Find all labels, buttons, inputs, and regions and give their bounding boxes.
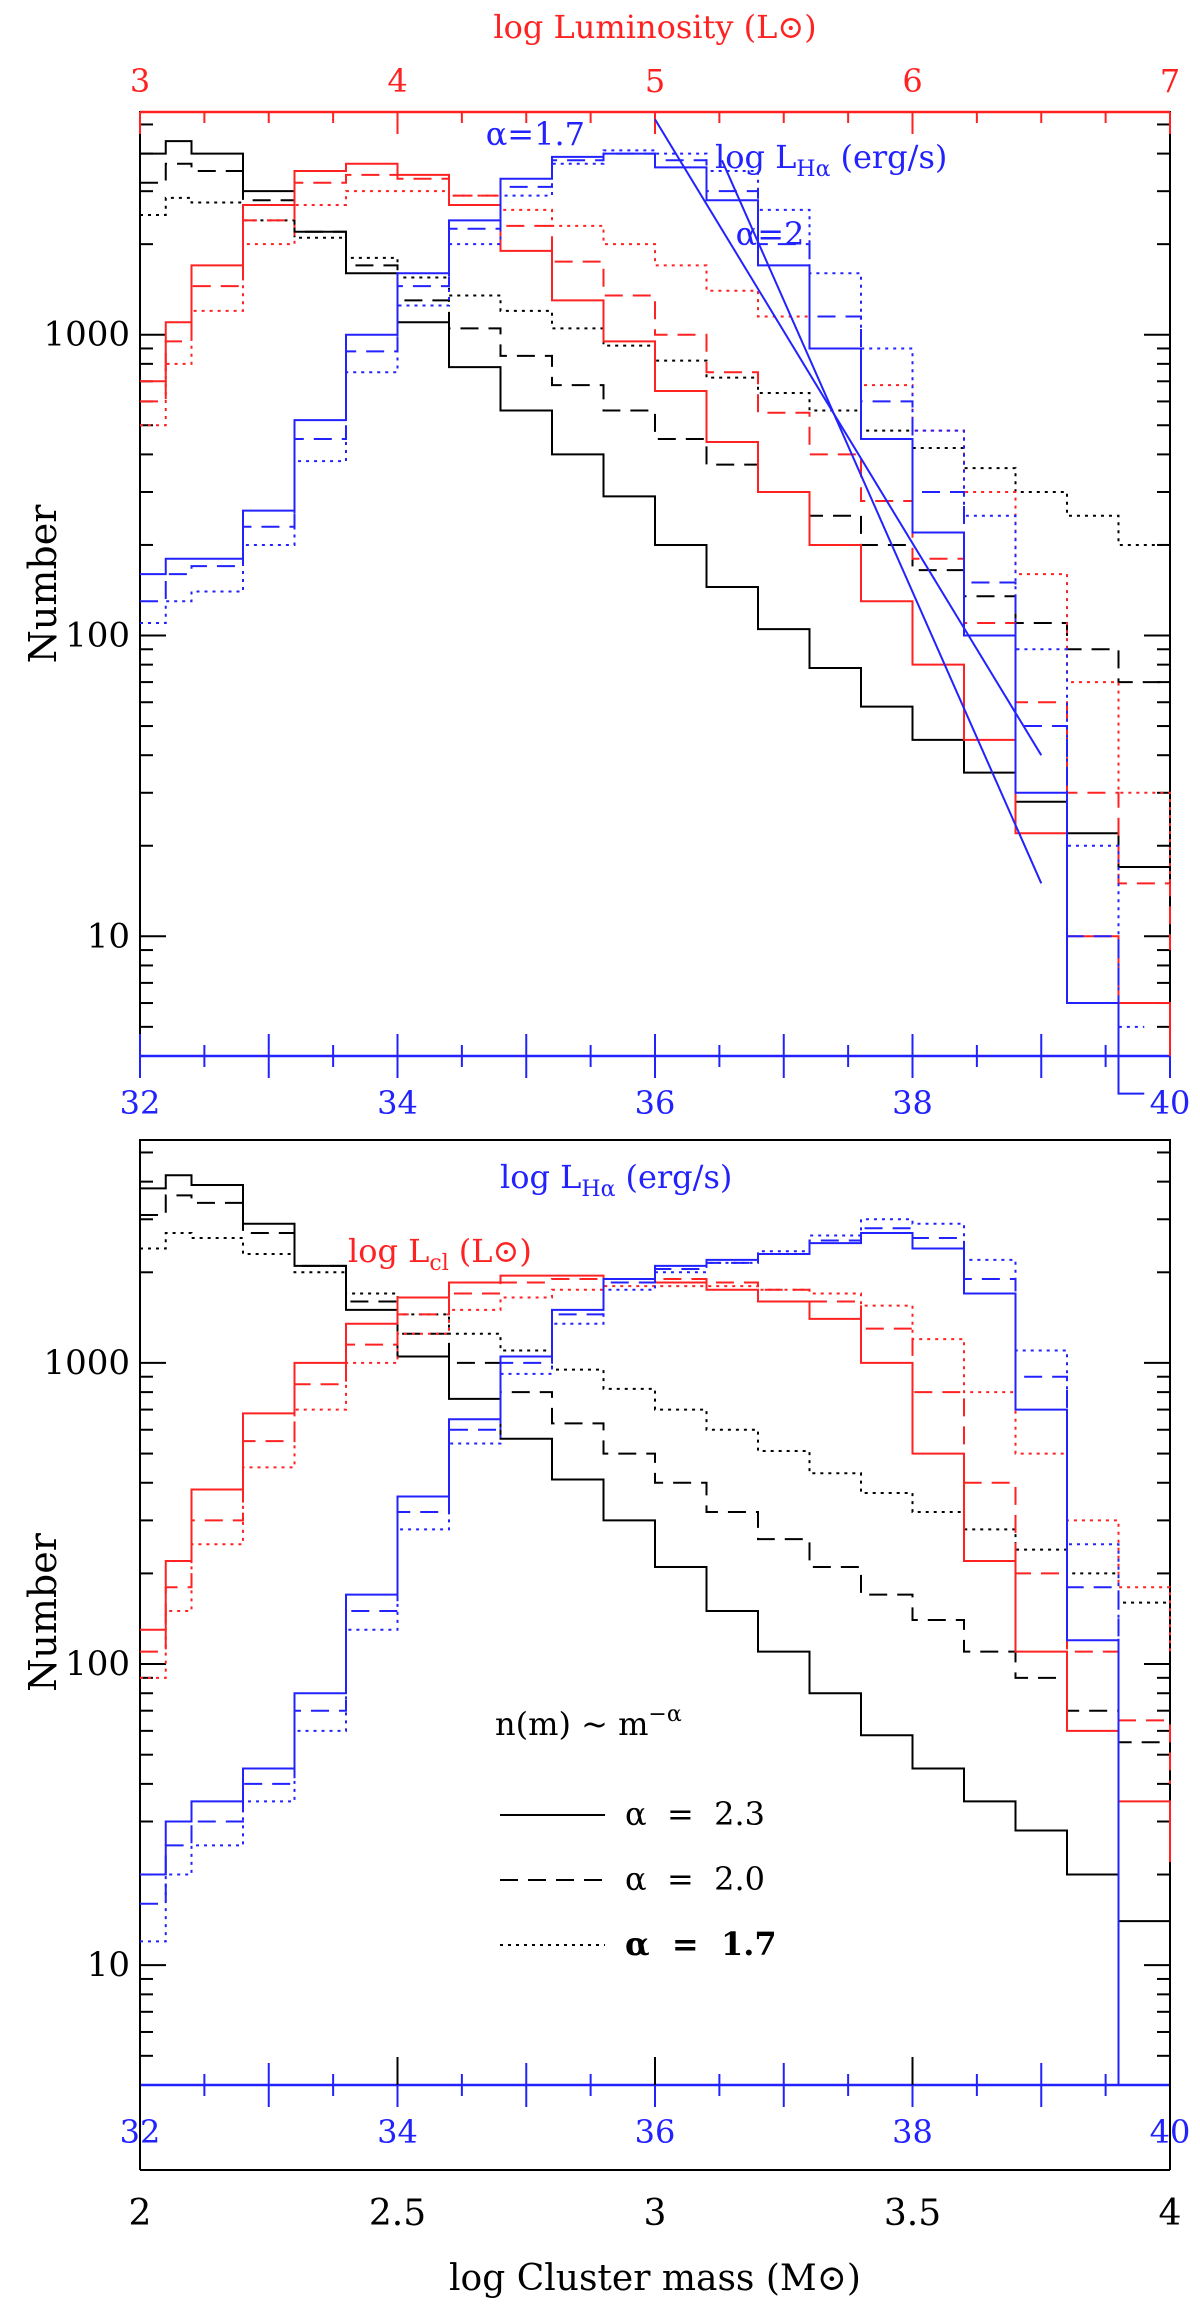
lum-tick-label: 6	[902, 62, 922, 100]
lum-tick-label: 7	[1160, 62, 1180, 100]
legend-title: n(m) ~ m−α	[495, 1702, 682, 1743]
mass-tick-label: 3	[644, 2193, 667, 2234]
fit-line	[721, 159, 1043, 884]
mass-tick-label: 2.5	[369, 2193, 426, 2234]
lum-tick-label: 4	[387, 62, 407, 100]
annotation-lha-sub: Hα	[796, 157, 830, 182]
lha-tick-label: 38	[892, 1084, 933, 1122]
series-l-2-3	[140, 1232, 1145, 2086]
y-tick-label: 100	[65, 616, 130, 656]
x-axis-title: log Cluster mass (M⊙)	[449, 2258, 861, 2299]
mass-tick-label: 3.5	[884, 2193, 941, 2234]
legend-entry-label: α = 1.7	[625, 1925, 777, 1963]
lha-tick-label: 34	[377, 1084, 418, 1122]
legend-entry-label: α = 2.0	[625, 1860, 765, 1898]
annotation-lcl-unit: (L⊙)	[459, 1232, 532, 1270]
annotation-lcl-sub: cl	[429, 1251, 448, 1276]
series-mass-2-3	[140, 1174, 1171, 1966]
lum-tick-label: 5	[645, 62, 665, 100]
annotation-lha: log LHα (erg/s)	[500, 1158, 732, 1202]
lha-tick-label: 40	[1150, 1084, 1191, 1122]
lha-tick-label: 34	[377, 2113, 418, 2151]
annotation-lha-sub: Hα	[581, 1177, 615, 1202]
series-l-2-0	[140, 1227, 1145, 2086]
y-tick-label: 1000	[43, 315, 130, 355]
series-l-1-7	[140, 149, 1145, 1028]
lha-tick-label: 38	[892, 2113, 933, 2151]
series-l-2-0	[140, 152, 1145, 1057]
legend-title-sup: −α	[648, 1702, 681, 1727]
legend-entry-label: α = 2.3	[625, 1795, 765, 1833]
lha-tick-label: 36	[635, 1084, 676, 1122]
y-axis-label: Number	[21, 504, 65, 664]
annotation-lha-unit: (erg/s)	[625, 1158, 732, 1196]
series-mass-1-7	[140, 196, 1171, 575]
series-l-1-7	[140, 190, 1171, 884]
lha-tick-label: 36	[635, 2113, 676, 2151]
lum-tick-label: 3	[130, 62, 150, 100]
series-l-2-0	[140, 1277, 1171, 1784]
y-tick-label: 1000	[43, 1343, 130, 1383]
y-tick-label: 10	[87, 916, 130, 956]
y-axis-label: Number	[21, 1532, 65, 1692]
top-axis-title: log Luminosity (L⊙)	[493, 8, 816, 46]
lha-tick-label: 32	[120, 1084, 161, 1122]
mass-tick-label: 2	[129, 2193, 152, 2234]
annotation-lcl: log Lcl (L⊙)	[348, 1232, 532, 1276]
annotation-alpha17: α=1.7	[486, 115, 585, 153]
annotation-lha: log LHα (erg/s)	[715, 138, 947, 182]
series-l-1-7	[140, 1285, 1171, 1679]
annotation-alpha2: α=2	[736, 215, 805, 253]
annotation-lha-unit: (erg/s)	[840, 138, 947, 176]
y-tick-label: 10	[87, 1945, 130, 1985]
mass-tick-label: 4	[1159, 2193, 1182, 2234]
fit-line	[654, 118, 1043, 756]
y-tick-label: 100	[65, 1644, 130, 1684]
